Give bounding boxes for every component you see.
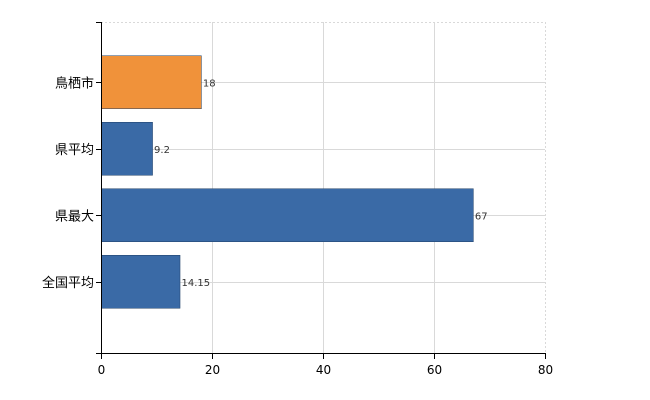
x-tick-label-60: 60 (427, 363, 442, 377)
x-tick-label-80: 80 (538, 363, 553, 377)
category-label-3: 県最大 (55, 209, 94, 224)
labels: 18 鳥栖市 9.2 県平均 67 県最大 14.15 全国平均 0 20 40 60 80 (42, 75, 553, 377)
x-tick-label-0: 0 (98, 363, 106, 377)
category-label-1: 鳥栖市 (55, 75, 94, 91)
bar-4 (101, 255, 181, 309)
data-label-4: 14.15 (182, 278, 211, 289)
bar-1 (101, 55, 202, 109)
data-label-2: 9.2 (154, 145, 170, 156)
x-tick-label-20: 20 (205, 363, 220, 377)
category-label-4: 全国平均 (42, 275, 94, 291)
bar-2 (101, 122, 153, 176)
data-label-1: 18 (203, 78, 216, 89)
bar-3 (101, 188, 474, 242)
axes (96, 22, 546, 359)
data-label-3: 67 (475, 211, 488, 222)
category-label-2: 県平均 (55, 143, 94, 158)
x-tick-label-40: 40 (316, 363, 331, 377)
bars (101, 55, 474, 309)
